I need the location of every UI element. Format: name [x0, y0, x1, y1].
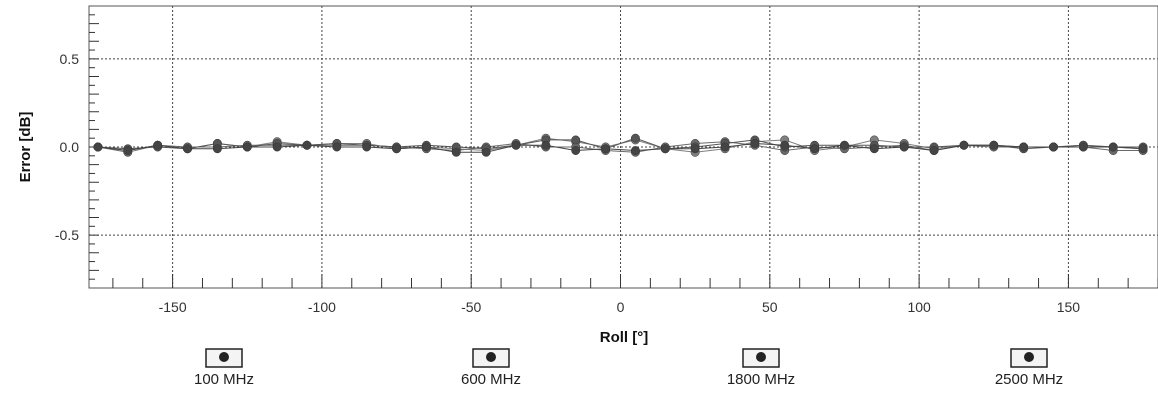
legend-marker-icon [1024, 352, 1034, 362]
data-point-2500-mhz [750, 139, 760, 148]
data-point-2500-mhz [183, 144, 192, 154]
data-point-2500-mhz [810, 144, 820, 154]
data-point-2500-mhz [1019, 142, 1029, 152]
data-point-2500-mhz [780, 140, 790, 150]
legend-item-1800-mhz[interactable]: 1800 MHz [727, 348, 795, 388]
data-point-2500-mhz [660, 144, 670, 154]
legend-label: 600 MHz [461, 371, 521, 388]
data-point-2500-mhz [690, 144, 700, 154]
data-point-2500-mhz [1108, 142, 1118, 152]
x-tick-label: 100 [907, 299, 931, 315]
series-line-2500-mhz [97, 142, 1144, 153]
y-tick-label: 0.5 [60, 51, 80, 67]
x-axis-title: Roll [°] [600, 329, 649, 346]
legend-item-100-mhz[interactable]: 100 MHz [194, 348, 254, 388]
axis-ticks [89, 14, 1158, 288]
legend-item-600-mhz[interactable]: 600 MHz [461, 348, 521, 388]
legend-marker-icon [756, 352, 766, 362]
data-point-2500-mhz [123, 146, 133, 155]
series-group [93, 133, 1148, 157]
data-point-2500-mhz [571, 146, 581, 155]
x-tick-label: -150 [159, 299, 187, 315]
legend-marker-icon [486, 352, 496, 362]
x-tick-label: -100 [308, 299, 336, 315]
data-point-2500-mhz [93, 142, 103, 152]
data-point-2500-mhz [601, 144, 611, 154]
data-point-2500-mhz [1049, 142, 1058, 152]
data-point-2500-mhz [1078, 142, 1088, 152]
legend-label: 2500 MHz [995, 371, 1063, 388]
data-point-2500-mhz [302, 140, 312, 150]
data-point-2500-mhz [989, 140, 999, 150]
data-point-2500-mhz [272, 142, 282, 152]
tick-labels: -150 -100 -50 0 50 100 150 0.5 0.0 -0.5 [55, 51, 1080, 315]
legend[interactable]: 100 MHz 600 MHz 1800 MHz 2500 MHz [194, 348, 1063, 388]
data-point-2500-mhz [959, 140, 969, 150]
data-point-2500-mhz [630, 146, 640, 155]
data-point-1800-mhz [630, 133, 640, 143]
data-point-2500-mhz [332, 142, 342, 152]
data-point-2500-mhz [899, 142, 909, 152]
legend-label: 100 MHz [194, 371, 254, 388]
x-tick-label: 150 [1057, 299, 1081, 315]
data-point-2500-mhz [541, 140, 551, 150]
data-point-2500-mhz [212, 144, 222, 154]
data-point-2500-mhz [840, 140, 849, 150]
data-point-2500-mhz [1138, 144, 1148, 154]
data-point-2500-mhz [362, 142, 372, 152]
y-tick-label: 0.0 [60, 139, 80, 155]
x-tick-label: 0 [617, 299, 625, 315]
x-tick-label: -50 [461, 299, 481, 315]
data-point-2500-mhz [511, 140, 521, 150]
x-tick-label: 50 [762, 299, 778, 315]
y-axis-title: Error [dB] [17, 112, 34, 183]
data-point-2500-mhz [869, 144, 879, 154]
data-point-2500-mhz [451, 147, 461, 157]
data-point-2500-mhz [242, 142, 252, 152]
data-point-2500-mhz [392, 144, 402, 154]
legend-label: 1800 MHz [727, 371, 795, 388]
data-point-2500-mhz [153, 140, 163, 150]
legend-marker-icon [219, 352, 229, 362]
data-point-2500-mhz [929, 146, 939, 155]
data-point-2500-mhz [720, 142, 730, 152]
data-point-2500-mhz [421, 142, 431, 152]
data-point-2500-mhz [481, 147, 491, 157]
y-tick-label: -0.5 [55, 227, 79, 243]
legend-item-2500-mhz[interactable]: 2500 MHz [995, 348, 1063, 388]
data-point-1800-mhz [571, 135, 581, 145]
